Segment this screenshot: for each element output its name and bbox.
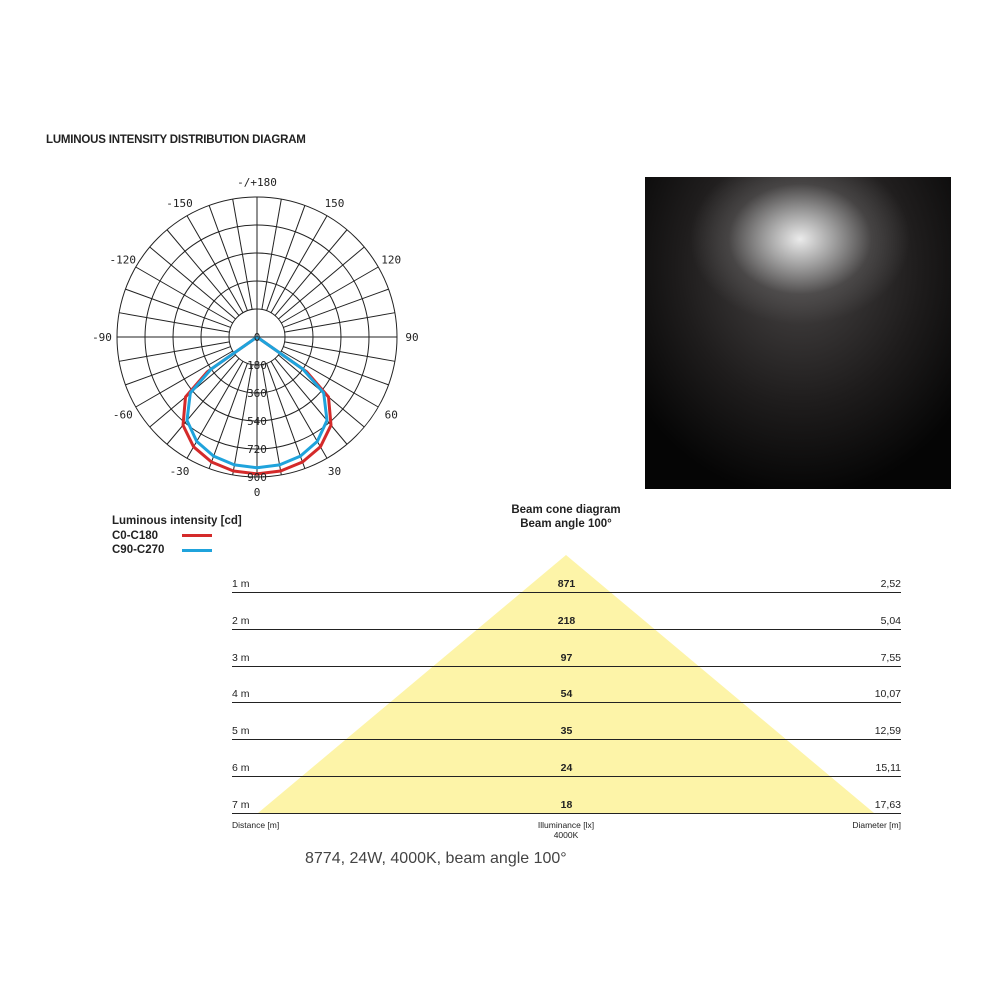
grid-spoke xyxy=(270,215,328,314)
cone-title: Beam cone diagram Beam angle 100° xyxy=(466,503,666,531)
cone-title-text: Beam cone diagram xyxy=(511,504,621,516)
grid-spoke xyxy=(284,312,395,333)
illuminance-cell: 35 xyxy=(560,725,573,738)
table-row: 4 m 54 10,07 xyxy=(232,682,901,704)
distance-cell: 3 m xyxy=(232,651,250,664)
grid-spoke xyxy=(119,312,230,333)
grid-spoke xyxy=(135,350,234,408)
angle-label: -120 xyxy=(110,254,136,267)
distance-cell: 7 m xyxy=(232,798,250,811)
series-line-c0-c180 xyxy=(181,335,333,476)
grid-spoke xyxy=(284,341,395,362)
angle-label: -/+180 xyxy=(237,176,277,189)
angle-label: -30 xyxy=(170,465,190,478)
grid-spoke xyxy=(166,229,240,316)
grid-spoke xyxy=(274,229,348,316)
radial-tick-label: 720 xyxy=(247,443,267,456)
product-caption: 8774, 24W, 4000K, beam angle 100° xyxy=(305,850,567,867)
radial-tick-label: 540 xyxy=(247,415,267,428)
table-row: 7 m 18 17,63 xyxy=(232,793,901,814)
illuminance-cell: 218 xyxy=(557,614,576,627)
diameter-cell: 15,11 xyxy=(875,762,902,774)
angle-label: -90 xyxy=(92,331,112,344)
cone-shape xyxy=(258,555,874,813)
grid-spoke xyxy=(125,288,231,328)
radial-tick-label: 0 xyxy=(254,331,261,344)
grid-spoke xyxy=(261,199,282,310)
illuminance-cell: 24 xyxy=(560,762,573,774)
illuminance-cell: 97 xyxy=(560,651,573,664)
grid-spoke xyxy=(119,341,230,362)
legend-label: C90-C270 xyxy=(112,544,165,556)
legend-label: C0-C180 xyxy=(112,529,159,542)
illuminance-label: Illuminance [lx] xyxy=(537,820,595,830)
beam-render-image xyxy=(645,177,951,489)
grid-spoke xyxy=(266,363,306,469)
angle-label: 150 xyxy=(325,197,345,210)
grid-spoke xyxy=(283,346,389,386)
column-illuminance-label: Illuminance [lx] 4000K xyxy=(466,820,666,840)
diameter-cell: 17,63 xyxy=(874,798,901,811)
column-distance-label: Distance [m] xyxy=(232,820,280,830)
angle-label: -60 xyxy=(113,409,133,422)
grid-spoke xyxy=(232,199,253,310)
legend-item-c0-c180: C0-C180 xyxy=(112,529,242,544)
table-row: 2 m 218 5,04 xyxy=(232,609,901,630)
grid-spoke xyxy=(166,358,240,445)
distance-cell: 6 m xyxy=(232,762,250,774)
legend-swatch-red xyxy=(182,534,212,538)
diameter-cell: 2,52 xyxy=(880,578,901,590)
legend-swatch-blue xyxy=(182,548,212,552)
cone-subtitle: Beam angle 100° xyxy=(520,518,612,530)
illuminance-cell: 871 xyxy=(557,578,576,590)
diameter-cell: 12,59 xyxy=(874,725,901,738)
grid-spoke xyxy=(261,364,282,475)
grid-spoke xyxy=(274,358,348,445)
distance-cell: 1 m xyxy=(232,578,250,590)
grid-spoke xyxy=(125,346,231,386)
angle-label: 120 xyxy=(381,254,401,267)
table-row: 3 m 97 7,55 xyxy=(232,646,901,667)
angle-label: 0 xyxy=(254,486,261,499)
diagram-title: LUMINOUS INTENSITY DISTRIBUTION DIAGRAM xyxy=(46,134,306,146)
distance-cell: 4 m xyxy=(232,688,250,701)
diameter-cell: 10,07 xyxy=(874,688,901,701)
series-line-c90-c270 xyxy=(185,335,329,470)
grid-spoke xyxy=(149,246,236,320)
angle-label: 90 xyxy=(405,331,418,344)
angle-label: 30 xyxy=(328,465,341,478)
radial-tick-label: 180 xyxy=(247,359,267,372)
grid-spoke xyxy=(208,205,248,311)
illuminance-cct: 4000K xyxy=(553,830,579,840)
angle-label: -150 xyxy=(166,197,193,210)
radial-tick-label: 900 xyxy=(247,471,267,484)
diameter-cell: 5,04 xyxy=(880,614,901,627)
grid-spoke xyxy=(266,205,306,311)
grid-spoke xyxy=(278,246,365,320)
radial-tick-label: 360 xyxy=(247,387,267,400)
distance-cell: 2 m xyxy=(232,614,250,627)
column-diameter-label: Diameter [m] xyxy=(852,820,901,830)
diameter-cell: 7,55 xyxy=(880,651,901,664)
legend-title: Luminous intensity [cd] xyxy=(112,515,242,527)
grid-spoke xyxy=(186,215,244,314)
grid-spoke xyxy=(135,266,234,324)
illuminance-cell: 18 xyxy=(560,798,573,811)
table-row: 1 m 871 2,52 xyxy=(232,572,901,593)
illuminance-cell: 54 xyxy=(560,688,573,701)
grid-spoke xyxy=(280,266,379,324)
table-row: 5 m 35 12,59 xyxy=(232,719,901,741)
grid-spoke xyxy=(280,350,379,408)
polar-intensity-chart: 0 180 360 540 720 900 -/+180 150 120 90 60 30 0 -30 -6… xyxy=(92,176,419,499)
angle-label: 60 xyxy=(385,409,398,422)
grid-spoke xyxy=(208,363,248,469)
legend: Luminous intensity [cd] C0-C180 C90-C270 xyxy=(112,514,242,558)
table-row: 6 m 24 15,11 xyxy=(232,756,901,777)
legend-item-c90-c270: C90-C270 xyxy=(112,543,242,558)
grid-spoke xyxy=(283,288,389,328)
grid-spoke xyxy=(232,364,253,475)
distance-cell: 5 m xyxy=(232,725,250,738)
